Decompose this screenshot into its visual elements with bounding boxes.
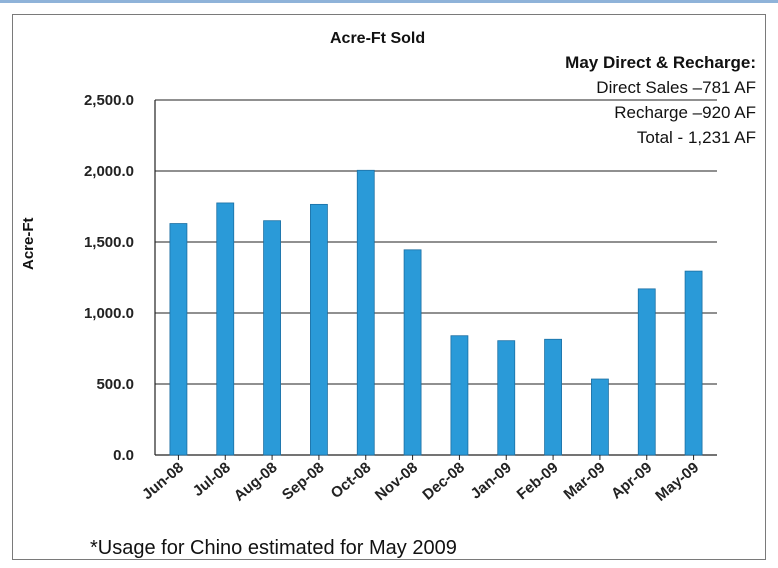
bar: [169, 223, 188, 456]
bar: [263, 220, 281, 456]
x-tick-label: Oct-08: [328, 459, 375, 502]
bar: [403, 249, 422, 456]
bar: [216, 202, 235, 456]
annotation-box: May Direct & Recharge: Direct Sales –781…: [565, 50, 756, 150]
bar: [310, 203, 328, 456]
bar: [497, 340, 516, 456]
x-tick-label: Aug-08: [231, 459, 281, 505]
x-tick-label: Jul-08: [190, 459, 234, 500]
y-tick-label: 2,000.0: [84, 163, 134, 180]
top-border-line: [0, 0, 778, 3]
bar: [684, 270, 703, 456]
bar: [544, 338, 562, 456]
annotation-line-total: Total - 1,231 AF: [636, 128, 756, 147]
annotation-heading: May Direct & Recharge:: [565, 53, 756, 72]
y-tick-label: 2,500.0: [84, 92, 134, 109]
annotation-line-recharge: Recharge –920 AF: [614, 103, 756, 122]
chart-title: Acre-Ft Sold: [330, 30, 426, 47]
x-tick-label: Apr-09: [608, 459, 655, 503]
bar: [356, 169, 375, 456]
y-tick-label: 0.0: [113, 447, 134, 464]
bar: [637, 288, 656, 456]
x-tick-label: Jun-08: [139, 459, 187, 503]
x-tick-label: Mar-09: [561, 459, 609, 503]
x-tick-label: May-09: [652, 459, 702, 505]
chart-frame: [12, 14, 766, 560]
annotation-line-direct: Direct Sales –781 AF: [596, 78, 756, 97]
x-tick-label: Jan-09: [467, 459, 514, 503]
y-tick-label: 500.0: [96, 376, 134, 393]
x-tick-label: Sep-08: [279, 459, 328, 504]
bar: [591, 378, 609, 456]
bar: [450, 335, 469, 456]
x-tick-label: Nov-08: [372, 459, 421, 504]
y-tick-label: 1,500.0: [84, 234, 134, 251]
footnote: *Usage for Chino estimated for May 2009: [90, 537, 457, 559]
x-tick-label: Dec-08: [419, 459, 468, 504]
y-tick-label: 1,000.0: [84, 305, 134, 322]
x-tick-label: Feb-09: [514, 459, 562, 503]
